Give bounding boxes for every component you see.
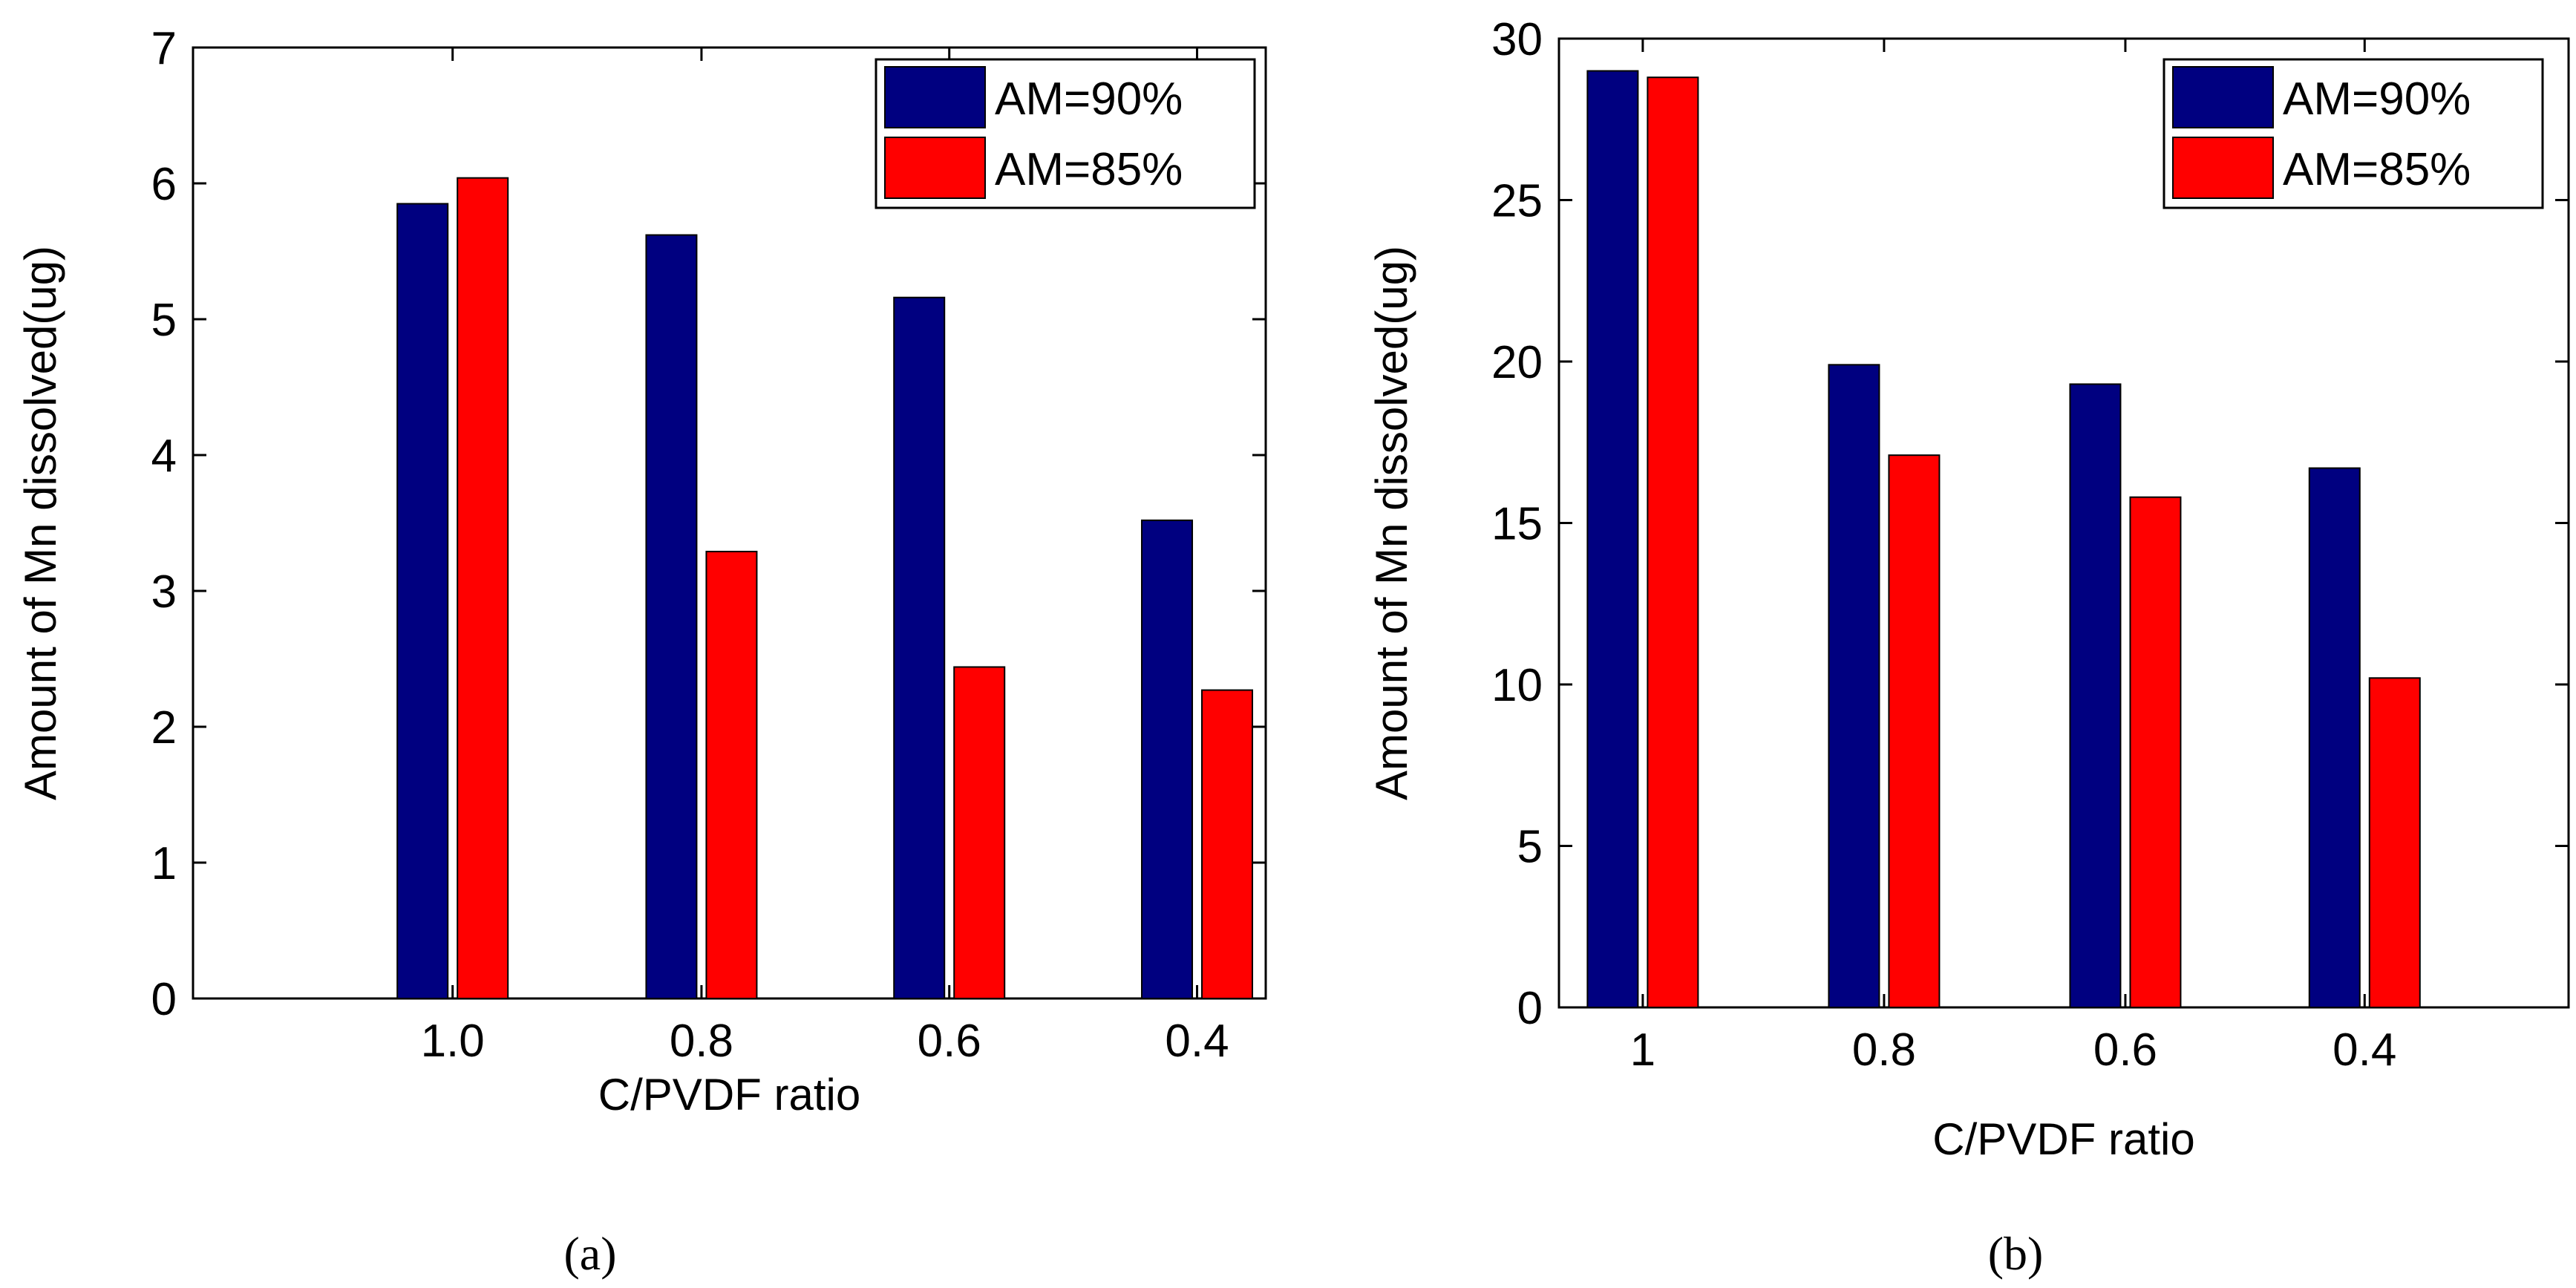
legend-label-am90: AM=90% [995,73,1183,125]
y-tick-label: 15 [1491,499,1543,550]
bar-am90-0.4 [1141,519,1194,999]
legend-swatch-am90 [884,66,986,128]
bar-am90-0.6 [893,296,946,1000]
bar-am90-0.6 [2069,383,2122,1008]
y-tick-label: 20 [1491,337,1543,388]
y-tick-label: 1 [151,838,177,889]
bar-am90-0.8 [1828,364,1880,1009]
legend-label-am85: AM=85% [995,144,1183,195]
y-tick-label: 25 [1491,176,1543,227]
bar-am90-0.8 [645,234,698,999]
bar-am85-0.8 [1888,454,1941,1008]
y-axis-label: Amount of Mn dissolved(ug) [1367,246,1416,800]
y-tick-label: 5 [1517,822,1543,873]
y-tick-label: 5 [151,295,177,346]
bar-am90-0.4 [2308,467,2361,1008]
x-tick-label: 0.4 [1165,1016,1229,1067]
bar-am85-0.4 [1201,689,1254,1000]
bar-am85-0.6 [953,666,1006,999]
panel-label: (a) [563,1227,616,1280]
legend-swatch-am85 [2172,137,2274,199]
bar-am85-1 [1647,76,1699,1009]
x-axis-label: C/PVDF ratio [598,1070,860,1119]
x-tick-label: 1.0 [421,1016,485,1067]
y-tick-label: 4 [151,431,177,482]
x-tick-label: 0.8 [1852,1024,1916,1076]
y-axis-label: Amount of Mn dissolved(ug) [16,246,65,800]
legend: AM=90% AM=85% [875,58,1256,209]
x-tick-label: 0.6 [918,1016,981,1067]
y-tick-label: 30 [1491,14,1543,65]
legend-label-am90: AM=90% [2283,73,2471,125]
x-tick-label: 0.4 [2333,1024,2396,1076]
x-tick-label: 0.8 [670,1016,733,1067]
legend-swatch-am90 [2172,66,2274,128]
bar-am90-1 [1586,70,1639,1008]
x-tick-label: 0.6 [2093,1024,2157,1076]
y-tick-label: 3 [151,566,177,618]
panel-label: (b) [1988,1227,2044,1280]
y-tick-label: 2 [151,702,177,753]
y-tick-label: 6 [151,159,177,210]
y-tick-label: 7 [151,23,177,74]
x-axis-label: C/PVDF ratio [1932,1114,2194,1164]
chart-panel-b: 0 5 10 15 20 25 30 1 0.8 0.6 0.4 C/PVDF ratio Amount… [1367,14,2570,1280]
bar-am85-0.6 [2129,496,2182,1008]
legend: AM=90% AM=85% [2163,58,2544,209]
x-tick-label: 1 [1630,1024,1655,1076]
bar-am85-0.8 [705,550,758,999]
y-tick-label: 10 [1491,660,1543,711]
chart-panel-a: 0 1 2 3 4 5 6 7 1.0 0.8 0.6 0.4 C/PVDF ratio Amount o… [16,23,1267,1280]
legend-label-am85: AM=85% [2283,144,2471,195]
legend-swatch-am85 [884,137,986,199]
y-tick-label: 0 [151,974,177,1025]
bar-am85-0.4 [2368,677,2421,1008]
y-tick-label: 0 [1517,983,1543,1034]
bar-am90-1.0 [396,203,449,1000]
bar-am85-1.0 [457,177,509,999]
